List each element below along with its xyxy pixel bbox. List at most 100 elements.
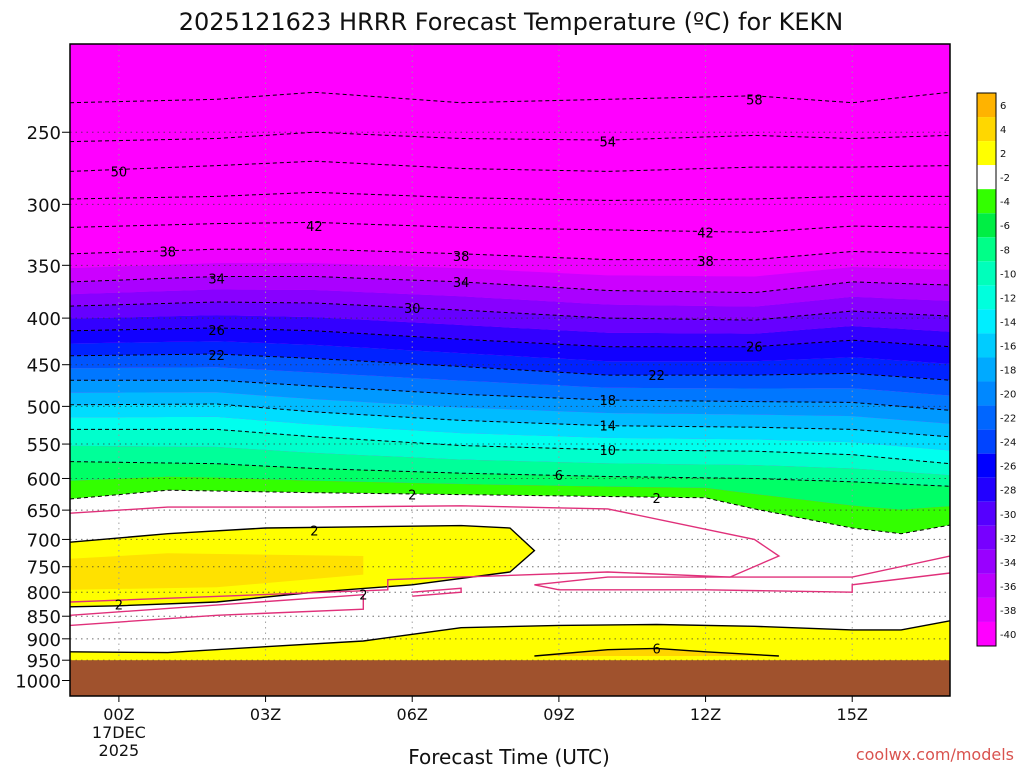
y-tick-label: 250	[27, 123, 61, 144]
isotherm-line	[70, 221, 950, 233]
contour-label: 54	[600, 136, 617, 151]
colorbar-swatch	[977, 93, 996, 118]
temperature-band	[70, 392, 950, 437]
isotherm-line	[70, 160, 950, 172]
plot-frame	[69, 43, 951, 697]
temperature-band	[70, 263, 950, 293]
colorbar-label: 4	[1000, 125, 1006, 136]
y-tick-label: 900	[27, 630, 61, 651]
isotherm-line	[70, 620, 950, 654]
colorbar-label: -8	[1000, 245, 1010, 256]
temperature-band	[70, 341, 950, 381]
colorbar-swatch	[977, 477, 996, 502]
contour-label: 38	[160, 246, 177, 261]
temperature-band	[70, 429, 950, 476]
temperature-band	[70, 476, 950, 534]
contour-label: 58	[746, 93, 763, 108]
colorbar-label: 6	[1000, 101, 1006, 112]
contour-label: 2	[653, 492, 661, 507]
y-axis-ticks: 2503003504004505005506006507007508008509…	[15, 123, 70, 692]
isotherm-line	[70, 524, 536, 608]
temperature-band	[70, 445, 950, 487]
colorbar-swatch	[977, 429, 996, 454]
temperature-bands	[70, 44, 950, 696]
contour-label: 22	[208, 349, 225, 364]
contour-label: 42	[697, 226, 714, 241]
warm-core-band	[70, 553, 364, 590]
isotherm-line	[70, 301, 950, 321]
isotherm-line	[70, 461, 950, 487]
colorbar-label: -2	[1000, 173, 1010, 184]
colorbar-swatch	[977, 573, 996, 598]
y-tick-label: 750	[27, 558, 61, 579]
x-tick-label: 00Z	[103, 705, 134, 724]
temperature-band	[70, 315, 950, 347]
temperature-band	[70, 367, 950, 411]
contour-label: 2	[408, 489, 416, 504]
colorbar-swatch	[977, 309, 996, 334]
x-tick-sublabel: 17DEC	[92, 723, 146, 742]
colorbar-label: -24	[1000, 438, 1016, 449]
colorbar-swatch	[977, 237, 996, 262]
colorbar-swatch	[977, 621, 996, 646]
temperature-band	[70, 404, 950, 451]
colorbar-label: -38	[1000, 606, 1016, 617]
contour-label: 2	[310, 524, 318, 539]
ground-fill	[70, 660, 950, 696]
contour-label: 2	[115, 598, 123, 613]
x-tick-label: 12Z	[690, 705, 721, 724]
x-tick-sublabel: 2025	[99, 741, 140, 760]
colorbar-label: 2	[1000, 149, 1006, 160]
contour-label: 50	[111, 165, 128, 180]
colorbar-label: -10	[1000, 269, 1016, 280]
colorbar-swatch	[977, 549, 996, 574]
contour-label: 26	[208, 324, 225, 339]
isotherm-contours	[70, 91, 950, 657]
colorbar-swatch	[977, 525, 996, 550]
y-tick-label: 850	[27, 607, 61, 628]
warm-6c-band	[534, 648, 779, 656]
x-tick-label: 06Z	[397, 705, 428, 724]
colorbar-label: -40	[1000, 630, 1016, 641]
isotherm-line	[70, 379, 950, 411]
contour-label: 26	[746, 341, 763, 356]
freezing-isotherm	[70, 505, 781, 603]
contour-label: 2	[359, 589, 367, 604]
temperature-band	[70, 276, 950, 307]
colorbar-swatch	[977, 117, 996, 142]
colorbar-label: -22	[1000, 414, 1016, 425]
temperature-band	[70, 380, 950, 424]
contour-label: 38	[697, 255, 714, 270]
colorbar-label: -34	[1000, 558, 1016, 569]
freezing-isotherm	[70, 593, 364, 627]
credit-text: coolwx.com/models	[856, 745, 1014, 764]
x-axis-label: Forecast Time (UTC)	[408, 745, 610, 768]
x-tick-label: 09Z	[543, 705, 574, 724]
contour-label: 6	[555, 469, 563, 484]
colorbar-frame	[976, 92, 997, 647]
colorbar-label: -18	[1000, 366, 1016, 377]
y-tick-label: 550	[27, 435, 61, 456]
x-tick-label: 03Z	[250, 705, 281, 724]
colorbar-label: -32	[1000, 534, 1016, 545]
freezing-isotherm	[534, 555, 950, 586]
ground-layer	[70, 660, 950, 696]
contour-label: 6	[653, 642, 661, 657]
contour-label: 34	[453, 276, 470, 291]
y-tick-label: 950	[27, 651, 61, 672]
isotherm-line	[70, 91, 950, 104]
colorbar-swatch	[977, 333, 996, 358]
isotherm-line	[70, 276, 950, 294]
colorbar-label: -26	[1000, 462, 1016, 473]
y-tick-label: 1000	[15, 671, 61, 692]
temperature-band	[70, 327, 950, 364]
chart-title: 2025121623 HRRR Forecast Temperature (ºC…	[179, 8, 844, 36]
grid-lines	[70, 44, 950, 696]
colorbar-label: -4	[1000, 197, 1010, 208]
colorbar-label: -16	[1000, 341, 1016, 352]
colorbar-swatch	[977, 285, 996, 310]
